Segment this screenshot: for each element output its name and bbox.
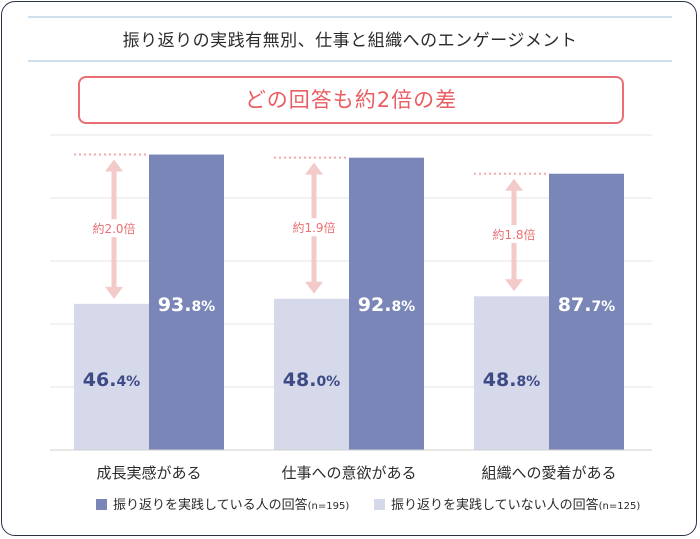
value-label-practicing: 93.8% [158,294,215,316]
value-label-practicing: 92.8% [358,294,415,316]
category-label: 組織への愛着がある [481,464,616,482]
category-label: 成長実感がある [96,464,201,482]
legend-swatch-not-practicing [374,499,385,510]
legend-note-not-practicing: (n=125) [598,501,641,512]
bar-practicing [549,173,624,450]
value-label-not-practicing: 48.0% [283,369,340,391]
bar-not-practicing [474,296,549,450]
ratio-label-bg [488,225,540,244]
bar-practicing [149,154,224,450]
headline-text: どの回答も約2倍の差 [244,88,458,112]
ratio-arrow-head-up [305,162,323,175]
ratio-arrow-head-down [105,286,123,299]
legend-note-practicing: (n=195) [307,501,350,512]
ratio-arrow-head-down [305,281,323,294]
ratio-arrow-head-up [105,159,123,172]
headline-callout: どの回答も約2倍の差 [78,76,624,124]
legend-label-practicing: 振り返りを実践している人の回答 [113,498,308,513]
ratio-arrow-head-up [505,178,523,191]
legend-item-not-practicing: 振り返りを実践していない人の回答(n=125) [374,497,640,515]
ratio-label: 約1.8倍 [492,227,535,242]
title-rule-bottom [28,60,672,62]
bar-not-practicing [74,303,149,450]
value-label-not-practicing: 46.4% [83,369,140,391]
ratio-arrow-head-down [505,279,523,292]
ratio-label: 約1.9倍 [292,220,335,235]
legend-item-practicing: 振り返りを実践している人の回答(n=195) [96,497,349,515]
bar-not-practicing [274,298,349,450]
value-label-practicing: 87.7% [558,294,615,316]
value-label-not-practicing: 48.8% [483,369,540,391]
ratio-label-bg [288,218,340,237]
legend-label-not-practicing: 振り返りを実践していない人の回答 [391,498,599,513]
category-label: 仕事への意欲がある [281,464,416,482]
ratio-label-bg [88,219,140,238]
legend-swatch-practicing [96,499,107,510]
title-rule-top [28,16,672,18]
chart-title: 振り返りの実践有無別、仕事と組織へのエンゲージメント [122,31,578,51]
ratio-label: 約2.0倍 [92,221,135,236]
bar-practicing [349,157,424,450]
